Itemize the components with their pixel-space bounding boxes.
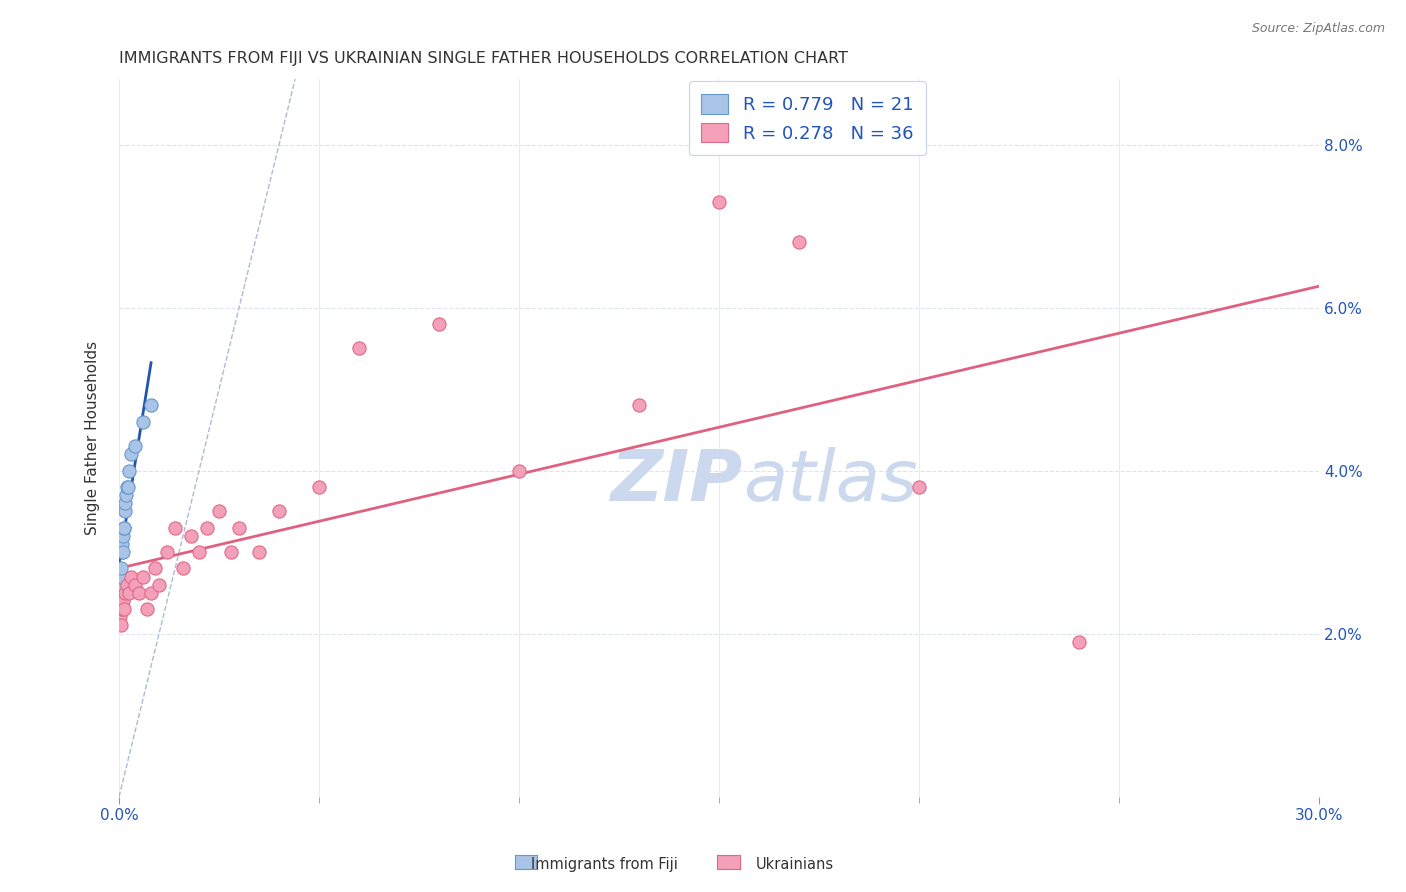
Point xyxy=(165,521,187,535)
Point xyxy=(108,586,131,600)
Point xyxy=(110,569,132,583)
Y-axis label: Single Father Households: Single Father Households xyxy=(86,341,100,535)
Point xyxy=(111,537,134,551)
Point xyxy=(111,545,134,559)
Point xyxy=(188,545,211,559)
Text: atlas: atlas xyxy=(744,447,918,516)
Point xyxy=(132,569,155,583)
Point xyxy=(347,342,370,356)
Point xyxy=(132,415,155,429)
Point xyxy=(114,586,136,600)
Point xyxy=(247,545,270,559)
Point xyxy=(124,439,146,453)
Point xyxy=(110,610,132,624)
Point xyxy=(112,521,135,535)
Text: ZIP: ZIP xyxy=(610,447,744,516)
Point xyxy=(114,504,136,518)
Point xyxy=(111,545,134,559)
Point xyxy=(110,618,132,632)
Point xyxy=(148,578,170,592)
Point xyxy=(112,529,135,543)
Point xyxy=(114,496,136,510)
Text: Source: ZipAtlas.com: Source: ZipAtlas.com xyxy=(1251,22,1385,36)
Point xyxy=(427,317,450,331)
Point xyxy=(110,561,132,575)
Point xyxy=(112,521,135,535)
Point xyxy=(128,586,150,600)
Text: Immigrants from Fiji: Immigrants from Fiji xyxy=(531,857,678,872)
Point xyxy=(120,569,142,583)
Point xyxy=(111,602,134,616)
Point xyxy=(508,464,530,478)
Point xyxy=(117,480,139,494)
Point xyxy=(112,594,135,608)
Point xyxy=(707,194,730,209)
Point xyxy=(787,235,810,250)
Point xyxy=(118,586,141,600)
Point xyxy=(110,569,132,583)
Point xyxy=(1069,635,1091,649)
Point xyxy=(115,578,138,592)
Point xyxy=(139,586,162,600)
Point xyxy=(156,545,179,559)
Point xyxy=(110,578,132,592)
Point xyxy=(308,480,330,494)
Point xyxy=(628,398,651,412)
Point xyxy=(115,480,138,494)
Point xyxy=(208,504,231,518)
Point xyxy=(195,521,218,535)
Point xyxy=(180,529,202,543)
Point xyxy=(115,488,138,502)
Point xyxy=(228,521,250,535)
Point xyxy=(120,447,142,461)
Point xyxy=(112,602,135,616)
Point xyxy=(908,480,931,494)
Point xyxy=(139,398,162,412)
Legend: R = 0.779   N = 21, R = 0.278   N = 36: R = 0.779 N = 21, R = 0.278 N = 36 xyxy=(689,81,927,155)
Point xyxy=(143,561,166,575)
Point xyxy=(172,561,194,575)
Point xyxy=(219,545,242,559)
Text: Ukrainians: Ukrainians xyxy=(755,857,834,872)
Point xyxy=(267,504,290,518)
Point xyxy=(118,464,141,478)
Point xyxy=(136,602,159,616)
Point xyxy=(124,578,146,592)
Text: IMMIGRANTS FROM FIJI VS UKRAINIAN SINGLE FATHER HOUSEHOLDS CORRELATION CHART: IMMIGRANTS FROM FIJI VS UKRAINIAN SINGLE… xyxy=(120,51,848,66)
